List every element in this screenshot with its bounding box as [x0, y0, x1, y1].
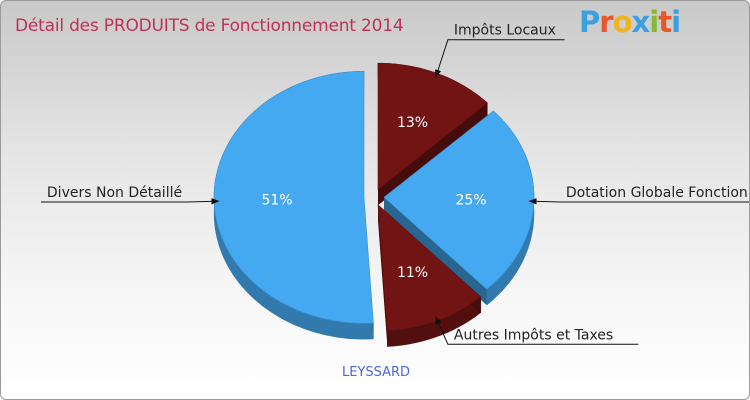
pie-slice-3 — [213, 70, 374, 324]
leader-line — [528, 198, 749, 205]
commune-label: LEYSSARD — [341, 365, 411, 380]
callout-0: Impôts Locaux — [434, 23, 565, 78]
slice-percent-label: 11% — [397, 265, 428, 281]
logo-letter: i — [671, 5, 681, 39]
slice-percent-label: 51% — [261, 193, 292, 209]
slice-cut-1-1 — [384, 197, 487, 306]
callout-3: Divers Non Détaillé — [41, 185, 220, 205]
slice-category-label: Divers Non Détaillé — [47, 185, 182, 201]
callout-2: Autres Impôts et Taxes — [435, 316, 639, 345]
logo-letter: r — [599, 5, 613, 39]
logo-letter: x — [631, 5, 651, 39]
logo-letter: i — [649, 5, 659, 39]
slice-percent-label: 13% — [397, 115, 428, 131]
slice-cut-0-1 — [378, 102, 488, 206]
logo-letter: t — [658, 5, 672, 39]
leader-line — [435, 316, 639, 345]
slice-category-label: Dotation Globale Fonction — [566, 185, 748, 201]
callout-1: Dotation Globale Fonction — [528, 185, 749, 205]
slice-category-label: Impôts Locaux — [454, 23, 556, 39]
slice-category-label: Autres Impôts et Taxes — [454, 327, 613, 343]
chart-title: Détail des PRODUITS de Fonctionnement 20… — [15, 16, 404, 36]
leader-line — [434, 39, 565, 78]
logo-letter: P — [579, 5, 600, 39]
proxiti-logo: Proxiti — [579, 5, 681, 39]
slice-percent-label: 25% — [455, 193, 486, 209]
logo-letter: o — [612, 5, 633, 39]
leader-line — [41, 198, 220, 205]
